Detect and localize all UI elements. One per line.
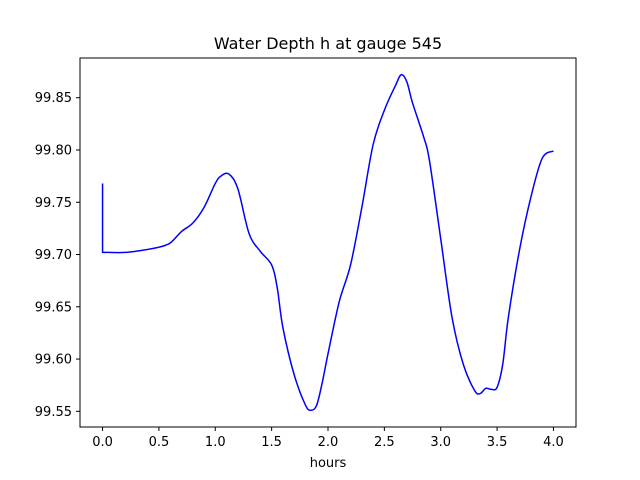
x-tick-label: 0.0 — [92, 435, 113, 450]
x-tick-label: 0.5 — [149, 435, 170, 450]
x-tick-label: 2.0 — [318, 435, 339, 450]
x-tick-label: 3.0 — [430, 435, 451, 450]
y-tick-label: 99.55 — [35, 405, 72, 420]
series-line — [101, 73, 554, 412]
x-axis-label: hours — [310, 456, 347, 471]
plot-frame — [79, 57, 577, 428]
x-tick-label: 1.5 — [261, 435, 282, 450]
x-tick-label: 3.5 — [487, 435, 508, 450]
chart-title: Water Depth h at gauge 545 — [214, 34, 442, 53]
x-tick-label: 4.0 — [543, 435, 564, 450]
y-tick-label: 99.60 — [35, 353, 72, 368]
y-tick-label: 99.85 — [35, 91, 72, 106]
y-tick-label: 99.65 — [35, 300, 72, 315]
x-tick-label: 1.0 — [205, 435, 226, 450]
y-ticks: 99.55 99.60 99.65 99.70 99.75 99.80 99.85 — [35, 91, 80, 420]
plot-area-background — [80, 58, 576, 427]
x-tick-label: 2.5 — [374, 435, 395, 450]
data-lines — [101, 73, 554, 412]
y-tick-label: 99.70 — [35, 248, 72, 263]
y-tick-label: 99.80 — [35, 143, 72, 158]
x-ticks: 0.0 0.5 1.0 1.5 2.0 2.5 3.0 3.5 4.0 — [92, 427, 564, 450]
y-tick-label: 99.75 — [35, 196, 72, 211]
